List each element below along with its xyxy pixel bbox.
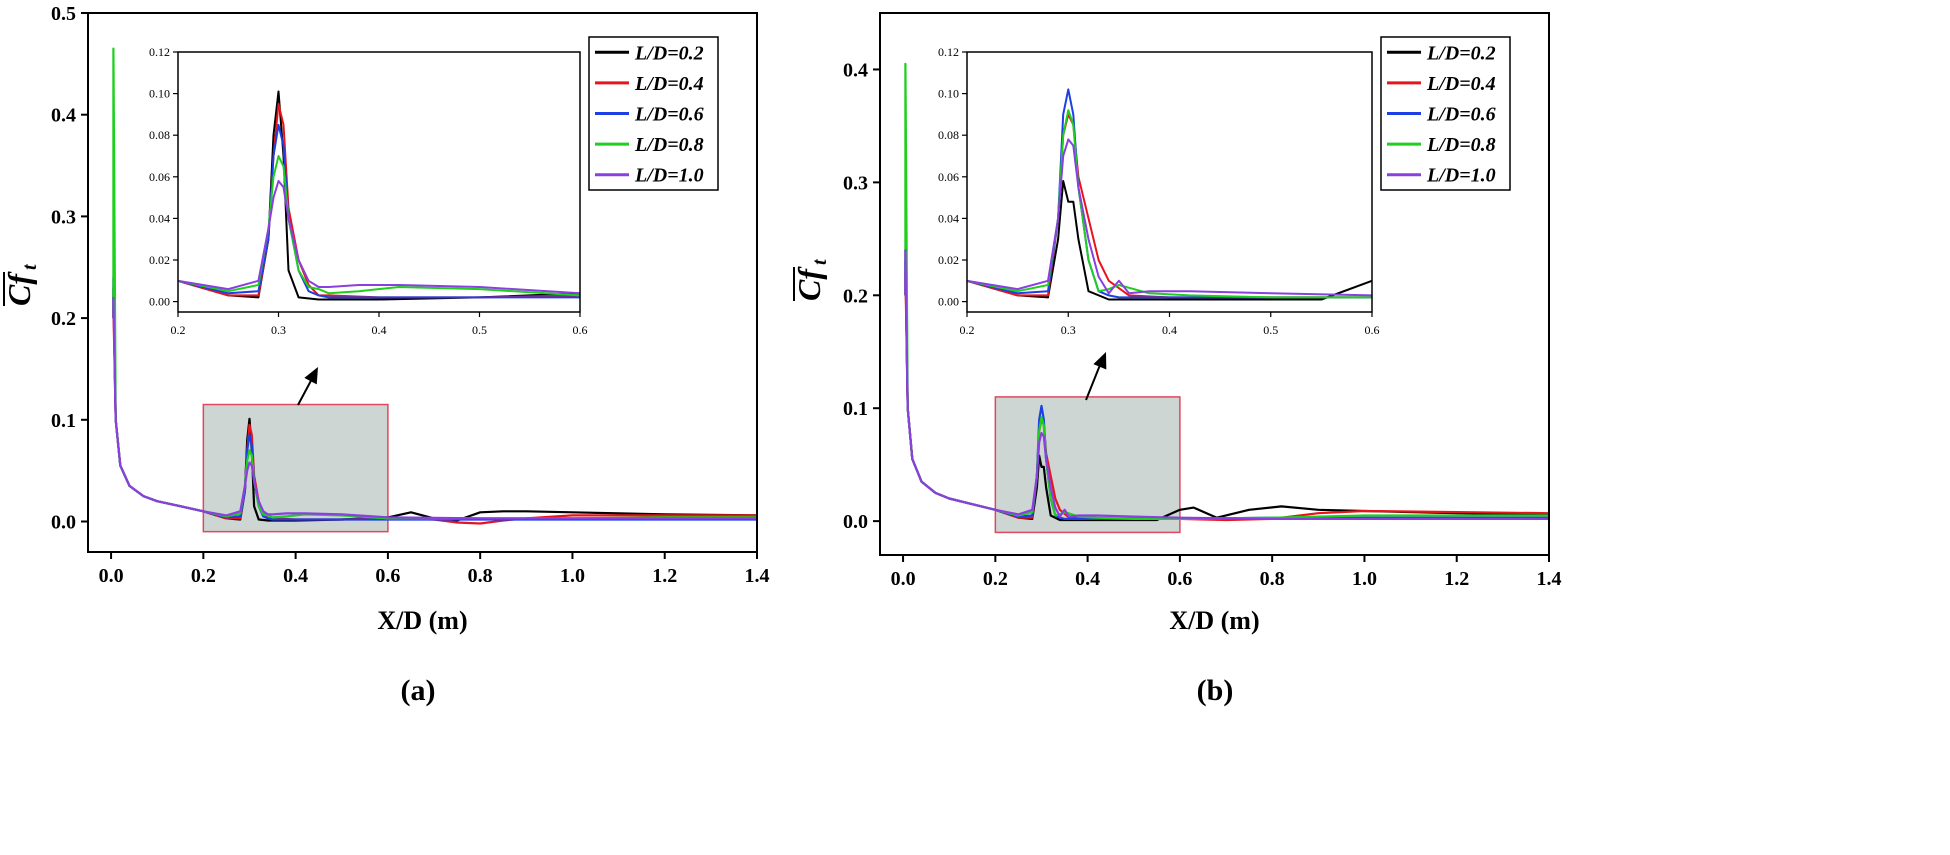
y-tick-label: 0.1 [51, 410, 76, 432]
y-tick-label: 0.1 [843, 398, 868, 420]
legend: L/D=0.2 L/D=0.4 L/D=0.6 L/D=0.8 L/D=1.0 [588, 36, 719, 191]
plot-frame [879, 12, 1550, 556]
inset-x-tick-label: 0.5 [472, 323, 487, 337]
legend-label: L/D=0.4 [1426, 73, 1496, 95]
inset-y-tick-label: 0.04 [938, 211, 959, 225]
x-tick-label: 1.4 [1537, 568, 1562, 590]
legend-label: L/D=0.4 [634, 73, 704, 95]
inset-series-line-LD10 [967, 138, 1372, 297]
inset-series-lines [178, 90, 580, 301]
y-tick-label: 0.2 [51, 308, 76, 330]
inset-x-tick-label: 0.6 [1365, 323, 1380, 337]
inset-x-tick-label: 0.2 [171, 323, 186, 337]
x-tick-label: 0.8 [1260, 568, 1285, 590]
x-tick-label: 0.2 [191, 565, 216, 587]
legend-label: L/D=1.0 [634, 165, 704, 187]
chart-panel-b: 0.0 0.2 0.4 0.6 0.8 1.0 1.2 1.4 0.0 0.1 0.2 0.3 0.4 X… [791, 12, 1562, 707]
zoom-arrow-head [304, 367, 318, 385]
x-tick-label: 0.4 [283, 565, 308, 587]
inset-y-tick-label: 0.06 [938, 170, 959, 184]
inset-frame [966, 51, 1373, 313]
x-axis-label: X/D (m) [1169, 606, 1259, 635]
inset-y-tick-label: 0.00 [149, 295, 170, 309]
y-axis-label-main: Cf [1, 271, 37, 306]
legend-label: L/D=0.2 [1426, 42, 1496, 64]
inset-series-line-LD08 [178, 155, 580, 297]
legend: L/D=0.2 L/D=0.4 L/D=0.6 L/D=0.8 L/D=1.0 [1380, 36, 1511, 191]
x-tick-label: 1.0 [1352, 568, 1377, 590]
inset-y-tick-label: 0.04 [149, 211, 170, 225]
inset-series-line-LD10 [178, 180, 580, 295]
series-lines [904, 62, 1549, 522]
panel-label: (a) [401, 674, 436, 707]
inset-y-tick-label: 0.12 [149, 45, 170, 59]
x-tick-label: 1.2 [652, 565, 677, 587]
x-tick-label: 0.0 [891, 568, 916, 590]
x-tick-label: 0.0 [99, 565, 124, 587]
y-tick-label: 0.4 [51, 105, 76, 127]
x-tick-label: 0.2 [983, 568, 1008, 590]
legend-label: L/D=1.0 [1426, 165, 1496, 187]
y-tick-label: 0.0 [51, 511, 76, 533]
legend-label: L/D=0.2 [634, 42, 704, 64]
y-tick-label: 0.4 [843, 59, 868, 81]
y-tick-label: 0.0 [843, 511, 868, 533]
legend-label: L/D=0.6 [1426, 104, 1496, 126]
inset-x-tick-label: 0.4 [1162, 323, 1177, 337]
inset-y-tick-label: 0.08 [938, 128, 959, 142]
inset-y-tick-label: 0.00 [938, 295, 959, 309]
inset-x-tick-label: 0.3 [271, 323, 286, 337]
y-axis-label-main: Cf [791, 266, 827, 301]
inset-x-tick-label: 0.4 [372, 323, 387, 337]
inset-chart: 0.2 0.3 0.4 0.5 0.6 0.00 0.02 0.04 0.06 0.08 0.10 0… [938, 45, 1380, 337]
series-lines [112, 47, 757, 525]
x-tick-label: 1.4 [745, 565, 770, 587]
inset-y-tick-label: 0.06 [149, 170, 170, 184]
legend-label: L/D=0.8 [634, 134, 704, 156]
inset-y-tick-label: 0.12 [938, 45, 959, 59]
inset-y-tick-label: 0.02 [938, 253, 959, 267]
zoom-region-box [202, 403, 389, 533]
x-tick-label: 0.6 [1167, 568, 1192, 590]
inset-x-tick-label: 0.2 [960, 323, 975, 337]
inset-series-line-LD08 [967, 109, 1372, 299]
inset-series-line-LD06 [178, 123, 580, 299]
y-tick-label: 0.3 [843, 172, 868, 194]
zoom-arrow-shaft [1085, 359, 1103, 401]
legend-label: L/D=0.8 [1426, 134, 1496, 156]
y-axis-label-sub: t [809, 258, 831, 265]
y-tick-label: 0.3 [51, 206, 76, 228]
inset-series-line-LD02 [178, 90, 580, 301]
zoom-arrow-head [1093, 352, 1107, 370]
x-axis-label: X/D (m) [377, 606, 467, 635]
y-axis-label: Cft [791, 258, 831, 301]
inset-y-tick-label: 0.02 [149, 253, 170, 267]
y-tick-label: 0.2 [843, 285, 868, 307]
inset-frame [177, 51, 581, 313]
x-tick-label: 0.4 [1075, 568, 1100, 590]
plot-frame [87, 12, 758, 553]
inset-y-tick-label: 0.10 [149, 87, 170, 101]
x-tick-label: 1.0 [560, 565, 585, 587]
series-line-LD10 [904, 249, 1549, 521]
legend-label: L/D=0.6 [634, 104, 704, 126]
inset-y-tick-label: 0.08 [149, 128, 170, 142]
inset-x-tick-label: 0.6 [573, 323, 588, 337]
inset-series-line-LD02 [967, 180, 1372, 301]
inset-x-tick-label: 0.5 [1263, 323, 1278, 337]
series-line-LD10 [112, 296, 757, 520]
inset-y-tick-label: 0.10 [938, 87, 959, 101]
y-tick-label: 0.5 [51, 3, 76, 25]
inset-series-lines [967, 88, 1372, 301]
chart-panel-a: 0.0 0.2 0.4 0.6 0.8 1.0 1.2 1.40.00.10.20.30.40… [1, 3, 770, 707]
panel-label: (b) [1197, 674, 1234, 707]
y-axis-label: Cft [1, 263, 41, 306]
x-tick-label: 0.6 [375, 565, 400, 587]
x-tick-label: 1.2 [1444, 568, 1469, 590]
inset-chart: 0.2 0.3 0.4 0.5 0.6 0.00 0.02 0.04 0.06 0.08 0.10 0… [149, 45, 588, 337]
y-axis-label-sub: t [19, 263, 41, 270]
x-tick-label: 0.8 [468, 565, 493, 587]
inset-x-tick-label: 0.3 [1061, 323, 1076, 337]
